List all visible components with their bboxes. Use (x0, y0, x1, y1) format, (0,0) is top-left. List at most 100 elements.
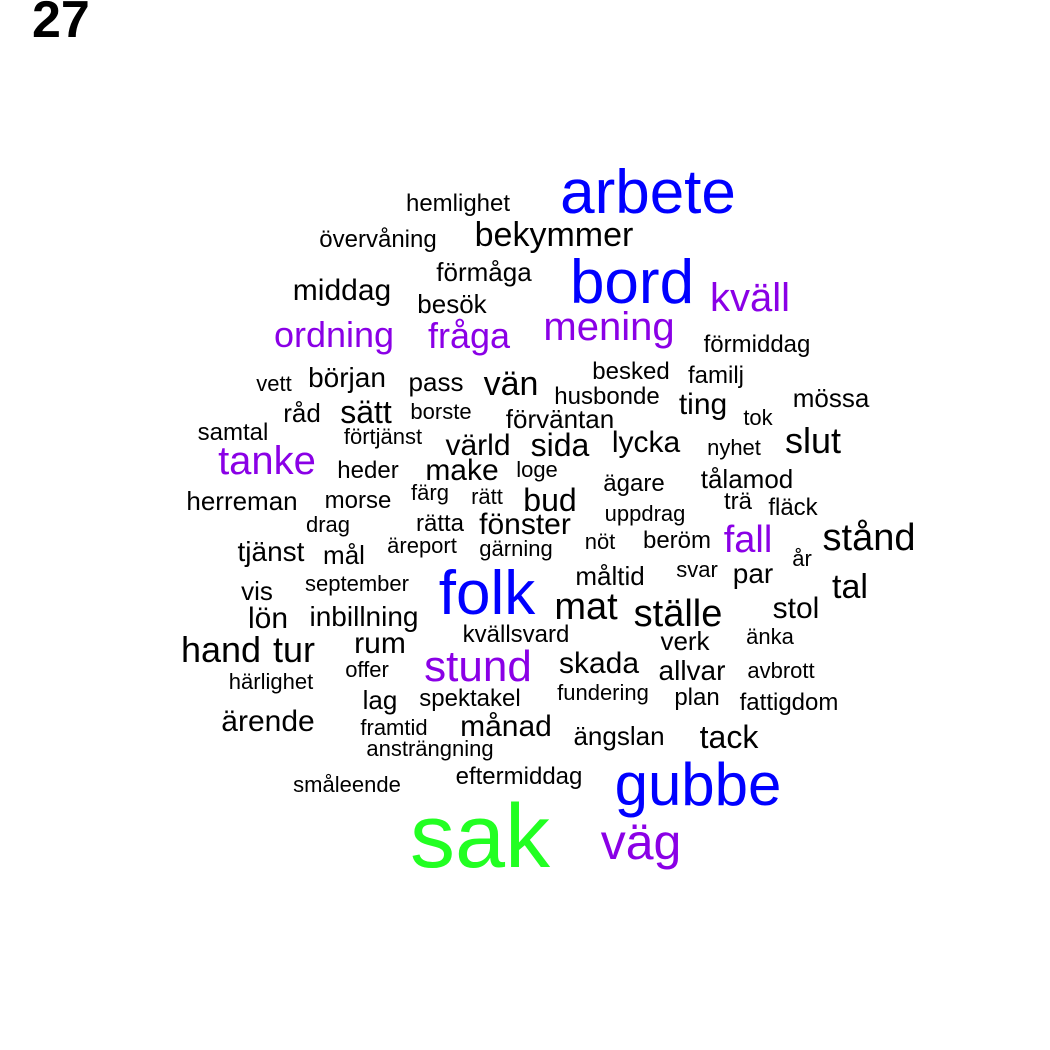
word-rad: råd (283, 398, 321, 428)
word-formiddag: förmiddag (703, 331, 811, 358)
word-allvar: allvar (658, 655, 726, 686)
word-slut: slut (784, 420, 842, 461)
word-maltid: måltid (575, 561, 645, 591)
word-nyhet: nyhet (707, 435, 761, 460)
word-heder: heder (337, 457, 399, 484)
word-borjan: början (308, 362, 386, 393)
word-mening: mening (543, 305, 675, 349)
word-van: vän (483, 365, 539, 403)
word-fattigdom: fattigdom (739, 689, 839, 716)
word-lag: lag (362, 685, 398, 715)
word-fonster: fönster (479, 508, 571, 541)
word-agare: ägare (603, 470, 665, 497)
word-tack: tack (699, 719, 759, 755)
word-besked: besked (592, 358, 670, 385)
word-stund: stund (424, 642, 532, 691)
word-spektakel: spektakel (419, 685, 521, 712)
word-kvallsvard: kvällsvard (462, 621, 570, 648)
word-par: par (732, 558, 774, 589)
word-familj: familj (687, 362, 745, 389)
word-ratt: rätt (471, 484, 503, 509)
word-folk: folk (438, 559, 536, 628)
word-varld: värld (445, 429, 511, 462)
word-tok: tok (743, 405, 773, 430)
word-anka: änka (746, 624, 794, 649)
word-offer: offer (345, 657, 389, 682)
word-hemlighet: hemlighet (405, 190, 511, 217)
word-arbete: arbete (560, 158, 736, 227)
word-anstrangning: ansträngning (366, 736, 494, 761)
word-husbonde: husbonde (554, 383, 660, 410)
word-garning: gärning (479, 536, 553, 561)
word-tal: tal (832, 568, 868, 606)
word-not: nöt (584, 529, 616, 554)
word-mossa: mössa (792, 383, 870, 413)
word-inbillning: inbillning (309, 601, 419, 632)
word-forvantan: förväntan (505, 404, 615, 434)
word-middag: middag (292, 274, 392, 307)
word-gubbe: gubbe (614, 751, 782, 818)
word-make: make (425, 454, 499, 487)
word-kvall: kväll (709, 276, 791, 320)
word-talamod: tålamod (700, 464, 794, 494)
word-harlighet: härlighet (228, 669, 314, 694)
word-pass: pass (408, 367, 464, 397)
word-lon: lön (247, 602, 289, 635)
word-sida: sida (530, 427, 590, 463)
word-fundering: fundering (557, 680, 649, 705)
word-rum: rum (354, 627, 406, 660)
word-svar: svar (676, 557, 718, 582)
word-september: september (305, 571, 409, 596)
word-samtal: samtal (197, 419, 269, 446)
word-ting: ting (678, 388, 728, 421)
word-bud: bud (523, 482, 577, 518)
word-ratta: rätta (415, 510, 465, 537)
word-overvaning: övervåning (319, 226, 437, 253)
word-skada: skada (558, 647, 640, 680)
word-formaga: förmåga (436, 257, 532, 287)
word-berom: beröm (642, 527, 712, 554)
word-drag: drag (305, 512, 351, 537)
word-borste: borste (410, 399, 472, 424)
word-uppdrag: uppdrag (604, 501, 686, 526)
word-tra: trä (723, 488, 753, 515)
word-tanke: tanke (218, 439, 316, 483)
word-arende: ärende (221, 705, 315, 738)
word-stand: stånd (822, 517, 916, 559)
word-bekymmer: bekymmer (474, 216, 634, 254)
word-framtid: framtid (360, 715, 428, 740)
word-ordning: ordning (273, 314, 395, 355)
word-angslan: ängslan (573, 721, 665, 751)
word-ar: år (792, 546, 812, 571)
word-fall: fall (723, 519, 773, 561)
word-stalle: ställe (633, 593, 723, 635)
word-lycka: lycka (611, 426, 681, 459)
page-number: 27 (32, 0, 90, 49)
word-smaleende: småleende (293, 772, 401, 797)
word-herreman: herreman (186, 486, 298, 516)
word-flack: fläck (768, 494, 818, 521)
word-loge: loge (516, 457, 558, 482)
word-fortjanst: förtjänst (343, 424, 423, 449)
word-morse: morse (324, 487, 392, 514)
word-mat: mat (554, 586, 618, 628)
word-plan: plan (674, 684, 720, 711)
word-vag: väg (600, 814, 682, 870)
word-eftermiddag: eftermiddag (455, 763, 583, 790)
word-vett: vett (256, 371, 292, 396)
word-mal: mål (323, 540, 365, 570)
word-vis: vis (241, 576, 273, 606)
word-avbrott: avbrott (747, 658, 815, 683)
word-verk: verk (660, 626, 710, 656)
word-tur: tur (272, 629, 316, 670)
word-manad: månad (460, 710, 552, 743)
word-tjanst: tjänst (237, 536, 305, 567)
word-areport: äreport (387, 533, 457, 558)
word-satt: sätt (340, 394, 392, 430)
word-stol: stol (772, 592, 820, 625)
word-hand: hand (180, 629, 262, 670)
word-bord: bord (569, 248, 695, 317)
word-besok: besök (417, 289, 487, 319)
word-sak: sak (409, 787, 551, 887)
